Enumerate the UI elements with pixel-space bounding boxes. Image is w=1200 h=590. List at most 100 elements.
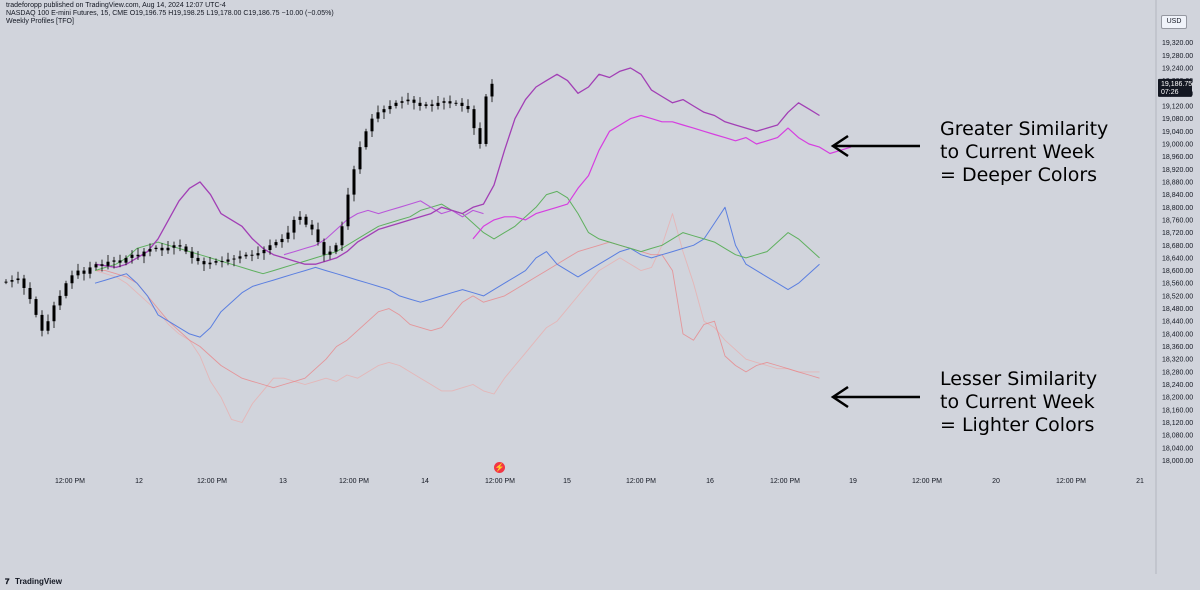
candle-body	[34, 299, 38, 315]
candle-body	[106, 261, 110, 266]
candle-body	[148, 249, 152, 252]
candle-body	[466, 105, 470, 110]
y-tick-label: 19,040.00	[1162, 129, 1193, 136]
candle-body	[358, 147, 362, 170]
y-tick-label: 18,400.00	[1162, 331, 1193, 338]
profile-line-deep	[94, 67, 820, 269]
chart-header: tradeforopp published on TradingView.com…	[6, 2, 334, 26]
candle-body	[16, 278, 20, 281]
annotation-lesser-similarity: Lesser Similarity to Current Week = Ligh…	[940, 368, 1140, 437]
candle-body	[478, 128, 482, 144]
y-tick-label: 18,360.00	[1162, 344, 1193, 351]
y-tick-label: 18,280.00	[1162, 369, 1193, 376]
annotation-line: Lesser Similarity	[940, 368, 1098, 390]
candle-body	[316, 229, 320, 243]
candle-body	[100, 264, 104, 266]
candle-body	[412, 99, 416, 103]
y-tick-label: 19,240.00	[1162, 65, 1193, 72]
candle-body	[64, 283, 68, 296]
currency-button[interactable]: USD	[1161, 15, 1187, 29]
y-tick-label: 19,320.00	[1162, 40, 1193, 47]
candle-body	[250, 254, 254, 256]
profile-line-blue	[94, 206, 820, 338]
candle-body	[334, 245, 338, 252]
candle-body	[430, 104, 434, 106]
candle-body	[190, 251, 194, 258]
candle-body	[10, 280, 14, 282]
bar-countdown-label: 07:26	[1161, 89, 1179, 96]
x-tick-label: 19	[849, 478, 857, 485]
flash-event-icon[interactable]: ⚡	[494, 462, 505, 473]
y-tick-label: 18,200.00	[1162, 395, 1193, 402]
y-tick-label: 18,720.00	[1162, 230, 1193, 237]
x-tick-label: 14	[421, 478, 429, 485]
candle-body	[184, 246, 188, 252]
candle-body	[76, 270, 80, 276]
profile-line-salmon	[95, 241, 820, 389]
candle-body	[274, 242, 278, 246]
y-tick-label: 18,000.00	[1162, 458, 1193, 465]
candle-body	[112, 260, 116, 262]
annotation-line: = Lighter Colors	[940, 414, 1095, 436]
x-tick-label: 12:00 PM	[55, 478, 85, 485]
candle-body	[220, 261, 224, 263]
candle-body	[376, 112, 380, 119]
candle-body	[226, 259, 230, 262]
y-tick-label: 18,680.00	[1162, 243, 1193, 250]
price-axis[interactable]: 19,320.0019,280.0019,240.0019,200.0019,1…	[1162, 40, 1193, 465]
profile-line-mid	[283, 200, 484, 256]
annotation-arrows	[830, 134, 920, 409]
candle-body	[28, 287, 32, 300]
x-tick-label: 12:00 PM	[197, 478, 227, 485]
y-tick-label: 18,160.00	[1162, 407, 1193, 414]
candle-body	[268, 245, 272, 250]
x-tick-label: 16	[706, 478, 714, 485]
tradingview-logo[interactable]: 𝟕 TradingView	[5, 577, 62, 587]
y-tick-label: 19,280.00	[1162, 53, 1193, 60]
candle-body	[436, 102, 440, 106]
candle-body	[154, 247, 158, 250]
y-tick-label: 18,560.00	[1162, 281, 1193, 288]
candle-body	[364, 131, 368, 148]
x-tick-label: 12:00 PM	[770, 478, 800, 485]
candle-body	[196, 257, 200, 262]
y-tick-label: 18,920.00	[1162, 167, 1193, 174]
candle-body	[52, 305, 56, 322]
candle-body	[136, 254, 140, 257]
candle-body	[484, 96, 488, 144]
indicator-legend[interactable]: Weekly Profiles [TFO]	[6, 18, 74, 25]
x-tick-label: 12:00 PM	[912, 478, 942, 485]
candle-body	[370, 118, 374, 132]
candle-body	[130, 254, 134, 258]
x-tick-label: 21	[1136, 478, 1144, 485]
brand-name: TradingView	[15, 577, 62, 586]
candle-body	[58, 295, 62, 306]
candle-body	[490, 83, 494, 97]
y-tick-label: 19,080.00	[1162, 116, 1193, 123]
annotation-greater-similarity: Greater Similarity to Current Week = Dee…	[940, 118, 1140, 187]
arrow-bottom	[830, 385, 920, 409]
last-price-box: 19,186.75 07:26	[1158, 78, 1192, 97]
candle-body	[346, 194, 350, 227]
annotation-line: to Current Week	[940, 141, 1095, 163]
x-tick-label: 12:00 PM	[626, 478, 656, 485]
candle-body	[124, 257, 128, 263]
y-tick-label: 18,760.00	[1162, 217, 1193, 224]
candle-body	[454, 102, 458, 104]
publisher-line: tradeforopp published on TradingView.com…	[6, 2, 226, 9]
x-tick-label: 12:00 PM	[485, 478, 515, 485]
y-tick-label: 18,960.00	[1162, 154, 1193, 161]
candle-body	[172, 245, 176, 248]
time-axis[interactable]: 12:00 PM 12 12:00 PM 13 12:00 PM 14 12:00 PM 15…	[55, 478, 1144, 485]
symbol-legend[interactable]: NASDAQ 100 E-mini Futures, 15, CME O19,1…	[6, 10, 334, 17]
candle-body	[256, 253, 260, 256]
x-tick-label: 13	[279, 478, 287, 485]
y-tick-label: 19,120.00	[1162, 103, 1193, 110]
y-tick-label: 18,800.00	[1162, 205, 1193, 212]
x-tick-label: 12:00 PM	[339, 478, 369, 485]
y-tick-label: 18,840.00	[1162, 192, 1193, 199]
candle-body	[292, 219, 296, 233]
x-tick-label: 15	[563, 478, 571, 485]
candle-body	[418, 102, 422, 106]
